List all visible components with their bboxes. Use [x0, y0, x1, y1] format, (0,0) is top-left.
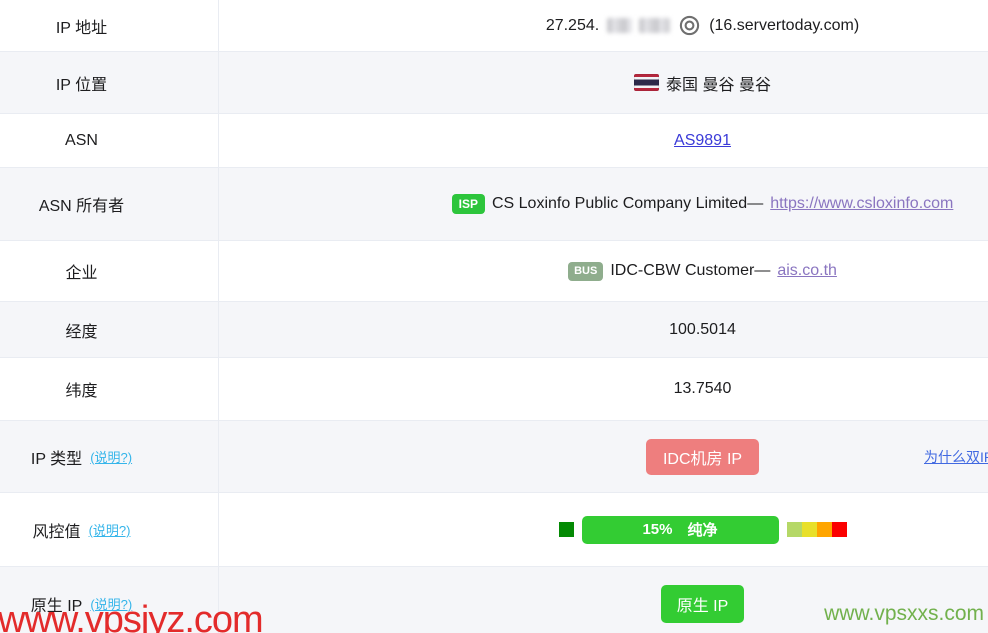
row-value-cell: 100.5014 [219, 302, 988, 357]
row-value-cell: 原生 IP [219, 567, 988, 633]
table-row-native-ip: 原生 IP (说明?) 原生 IP [0, 567, 988, 633]
row-label-cell: 经度 [0, 302, 219, 357]
isp-badge: ISP [451, 194, 485, 214]
risk-score-pill: 15% 纯净 [581, 515, 779, 544]
asn-owner-website-link[interactable]: https://www.csloxinfo.com [770, 195, 954, 212]
row-label-cell: IP 地址 [0, 0, 219, 51]
ip-type-help-link[interactable]: (说明?) [90, 450, 133, 465]
row-value-cell: 13.7540 [219, 358, 988, 420]
table-row-enterprise: 企业 BUS IDC-CBW Customer— ais.co.th [0, 241, 988, 302]
risk-segment-red [831, 522, 847, 537]
risk-meter: 15% 纯净 [558, 515, 847, 544]
row-label: 原生 IP [30, 597, 83, 615]
row-value-cell: 泰国 曼谷 曼谷 [219, 52, 988, 113]
row-label: 纬度 [65, 383, 98, 400]
row-value-cell: BUS IDC-CBW Customer— ais.co.th [219, 241, 988, 301]
risk-score-help-link[interactable]: (说明?) [88, 523, 131, 538]
ip-hostname: (16.servertoday.com) [709, 16, 860, 34]
risk-percent: 15% [642, 521, 673, 538]
row-label-cell: 风控值 (说明?) [0, 493, 219, 566]
why-dual-ip-link[interactable]: 为什么双IP [924, 448, 988, 465]
row-value-cell: 27.254. (16.servertoday.com) [219, 0, 988, 51]
row-label-cell: ASN 所有者 [0, 168, 219, 240]
table-row-ip-address: IP 地址 27.254. (16.servertoday.com) [0, 0, 988, 52]
row-label-cell: 企业 [0, 241, 219, 301]
row-label-cell: ASN [0, 114, 219, 167]
native-ip-help-link[interactable]: (说明?) [90, 597, 133, 612]
row-label-cell: 原生 IP (说明?) [0, 567, 219, 633]
row-label: 经度 [65, 323, 98, 341]
reveal-ip-eye-icon[interactable] [679, 15, 700, 36]
longitude-value: 100.5014 [669, 320, 736, 338]
risk-segment-orange [816, 522, 832, 537]
enterprise-website-link[interactable]: ais.co.th [777, 262, 837, 279]
row-label: ASN 所有者 [38, 198, 125, 215]
table-row-ip-location: IP 位置 泰国 曼谷 曼谷 [0, 52, 988, 114]
table-row-risk-score: 风控值 (说明?) 15% 纯净 [0, 493, 988, 567]
risk-segment-darkgreen [558, 522, 574, 537]
native-ip-tag: 原生 IP [660, 584, 745, 623]
asn-link[interactable]: AS9891 [674, 131, 731, 149]
ip-location-text: 泰国 曼谷 曼谷 [666, 76, 771, 94]
table-row-asn: ASN AS9891 [0, 114, 988, 168]
table-row-ip-type: IP 类型 (说明?) IDC机房 IP 为什么双IP [0, 421, 988, 493]
ip-type-tag: IDC机房 IP [645, 438, 760, 475]
row-label: IP 类型 [30, 450, 83, 468]
ip-censored-octet [639, 18, 671, 33]
business-badge: BUS [568, 261, 604, 281]
row-label-cell: IP 位置 [0, 52, 219, 113]
row-label: 风控值 [32, 523, 81, 541]
row-value-cell: 15% 纯净 [219, 493, 988, 566]
risk-status: 纯净 [687, 522, 718, 539]
row-label: IP 位置 [55, 76, 108, 94]
row-label-cell: IP 类型 (说明?) [0, 421, 219, 492]
asn-owner-name: CS Loxinfo Public Company Limited— [491, 195, 764, 212]
ip-prefix: 27.254. [545, 16, 600, 34]
row-label-cell: 纬度 [0, 358, 219, 420]
table-row-longitude: 经度 100.5014 [0, 302, 988, 358]
ip-censored-octet [607, 18, 633, 33]
table-row-asn-owner: ASN 所有者 ISP CS Loxinfo Public Company Li… [0, 168, 988, 241]
row-value-cell: ISP CS Loxinfo Public Company Limited— h… [219, 168, 988, 240]
thailand-flag-icon [634, 74, 660, 91]
row-value-cell: AS9891 [219, 114, 988, 167]
row-value-cell: IDC机房 IP 为什么双IP [219, 421, 988, 492]
table-row-latitude: 纬度 13.7540 [0, 358, 988, 421]
enterprise-name: IDC-CBW Customer— [610, 262, 771, 279]
risk-segment-yellow [801, 522, 817, 537]
row-label: IP 地址 [55, 19, 108, 37]
risk-segment-lightgreen [786, 522, 802, 537]
row-label: 企业 [65, 265, 98, 282]
row-label: ASN [65, 131, 98, 149]
latitude-value: 13.7540 [673, 380, 732, 397]
